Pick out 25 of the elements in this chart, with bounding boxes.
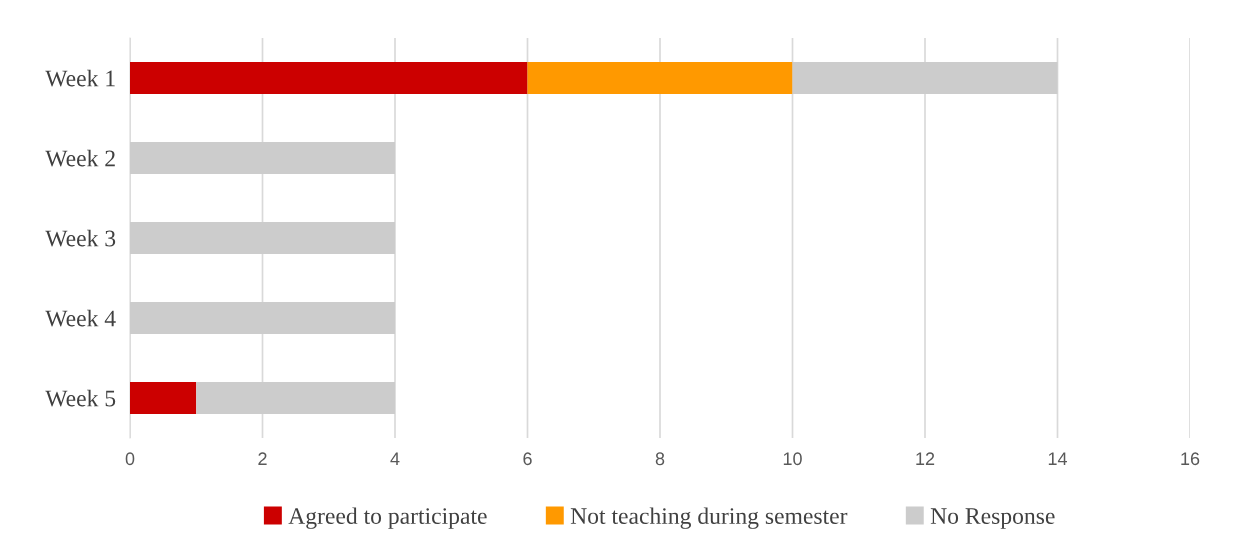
x-tick-label: 4	[390, 452, 400, 465]
bar	[130, 62, 528, 94]
bar	[130, 302, 395, 334]
x-tick-label: 6	[523, 452, 532, 466]
x-tick-label: 14	[1048, 452, 1068, 465]
y-tick-label: Week 2	[45, 149, 115, 167]
bar	[792, 62, 1058, 94]
x-tick-label: 10	[783, 452, 802, 466]
y-tick-label: Week 4	[45, 309, 116, 327]
legend-label: No Response	[930, 508, 1055, 529]
bar	[527, 62, 793, 94]
x-tick-label: 8	[655, 452, 665, 466]
x-tick-label: 0	[125, 452, 135, 466]
x-tick-label: 2	[258, 452, 267, 465]
bar	[130, 382, 197, 414]
y-tick-label: Week 3	[45, 229, 116, 247]
bar	[130, 222, 395, 254]
bar	[196, 382, 395, 414]
x-tick-label: 12	[916, 452, 935, 465]
y-tick-label: Week 5	[45, 389, 116, 407]
bar	[130, 142, 395, 174]
y-tick-label: Week 1	[45, 69, 115, 87]
x-tick-label: 16	[1181, 452, 1200, 466]
legend-label: Agreed to participate	[288, 507, 487, 529]
legend-label: Not teaching during semester	[570, 507, 848, 529]
